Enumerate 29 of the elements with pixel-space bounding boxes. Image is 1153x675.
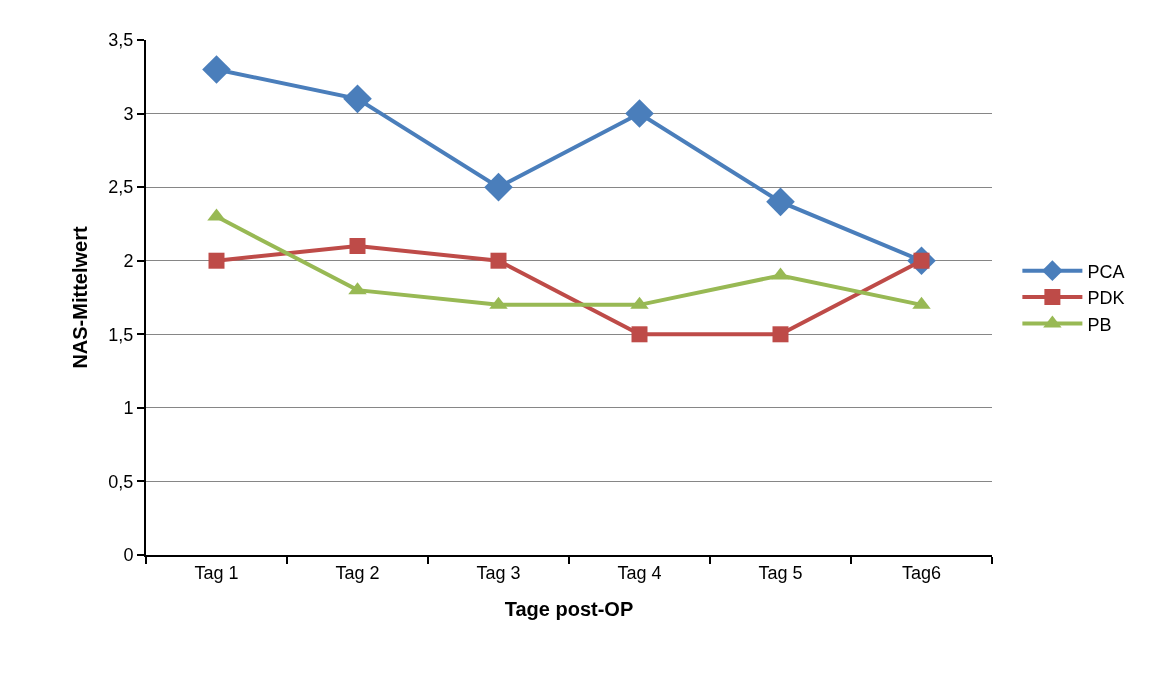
point [208, 252, 225, 269]
legend-label: PDK [1087, 288, 1125, 309]
point [484, 172, 513, 202]
point [631, 326, 648, 343]
x-tick-label: Tag6 [901, 562, 942, 583]
y-tick-label: 2 [123, 251, 134, 272]
point [349, 238, 366, 254]
x-tick-label: Tag 2 [335, 562, 380, 583]
x-tick-label: Tag 3 [476, 562, 521, 583]
y-tick-label: 0,5 [108, 471, 134, 492]
x-tick-label: Tag 4 [617, 562, 662, 583]
point [625, 99, 654, 128]
legend-label: PCA [1087, 261, 1125, 282]
x-tick-label: Tag 1 [194, 562, 239, 583]
y-tick-label: 0 [123, 545, 134, 566]
y-tick-label: 3 [123, 103, 134, 124]
point [490, 252, 507, 269]
y-tick-label: 1 [123, 398, 134, 419]
point [772, 326, 789, 343]
point [202, 55, 231, 84]
x-tick-label: Tag 5 [758, 562, 803, 583]
x-axis-title: Tage post-OP [504, 597, 634, 620]
legend-label: PB [1087, 314, 1112, 335]
y-tick-label: 3,5 [108, 30, 134, 51]
point [343, 84, 372, 114]
y-axis-title: NAS-Mittelwert [69, 226, 92, 369]
y-tick-label: 1,5 [108, 324, 134, 345]
y-tick-label: 2,5 [108, 177, 134, 198]
point [766, 187, 795, 217]
